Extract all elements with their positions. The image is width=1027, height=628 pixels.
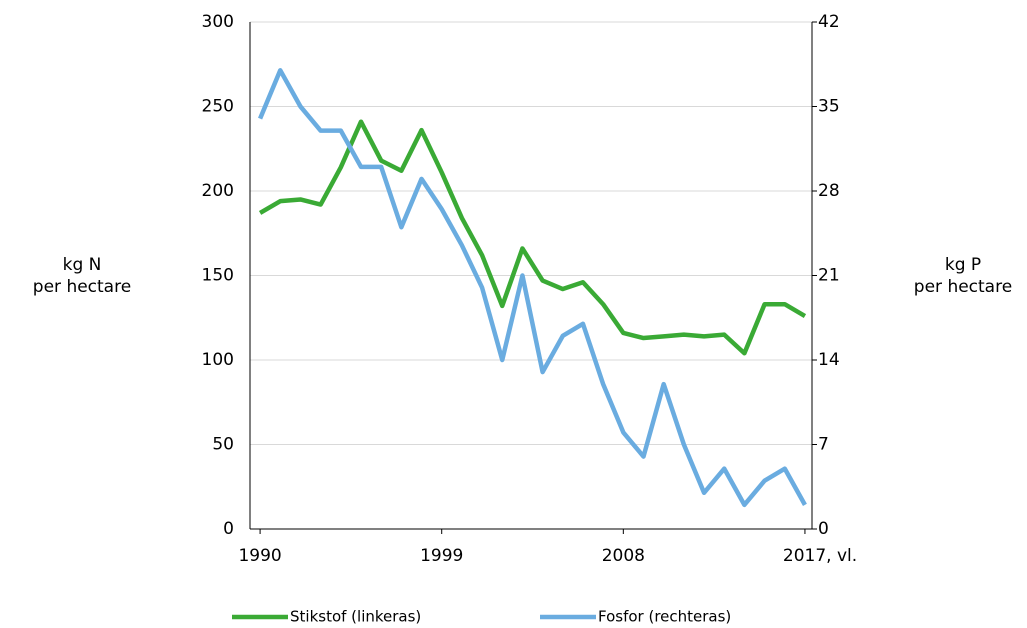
y-tick-label: 300	[202, 12, 234, 32]
y2-tick-label: 28	[818, 181, 840, 201]
data-line	[258, 68, 807, 508]
y-tick-label: 150	[202, 266, 234, 286]
y2-tick-label: 0	[818, 519, 829, 539]
y2-tick-label: 14	[818, 350, 840, 370]
y2-tick-label: 42	[818, 12, 840, 32]
legend: Stikstof (linkeras) Fosfor (rechteras)	[232, 608, 731, 626]
y2-axis-label: kg P	[945, 255, 981, 275]
x-tick-label: 1999	[420, 546, 463, 566]
x-tick-label: 2008	[602, 546, 645, 566]
y-tick-label: 200	[202, 181, 234, 201]
y2-tick-label: 35	[818, 97, 840, 117]
y-tick-label: 250	[202, 97, 234, 117]
y-tick-label: 100	[202, 350, 234, 370]
legend-label: Fosfor (rechteras)	[598, 608, 731, 626]
x-tick-label: 2017, vl.	[783, 546, 857, 566]
x-tick-label: 1990	[238, 546, 281, 566]
y-tick-label: 50	[212, 435, 234, 455]
y-axis-label: per hectare	[33, 277, 131, 297]
y2-tick-label: 7	[818, 435, 829, 455]
legend-label: Stikstof (linkeras)	[290, 608, 421, 626]
y2-tick-label: 21	[818, 266, 840, 286]
y2-axis-label: per hectare	[914, 277, 1012, 297]
y-axis-label: kg N	[63, 255, 102, 275]
y-tick-label: 0	[223, 519, 234, 539]
